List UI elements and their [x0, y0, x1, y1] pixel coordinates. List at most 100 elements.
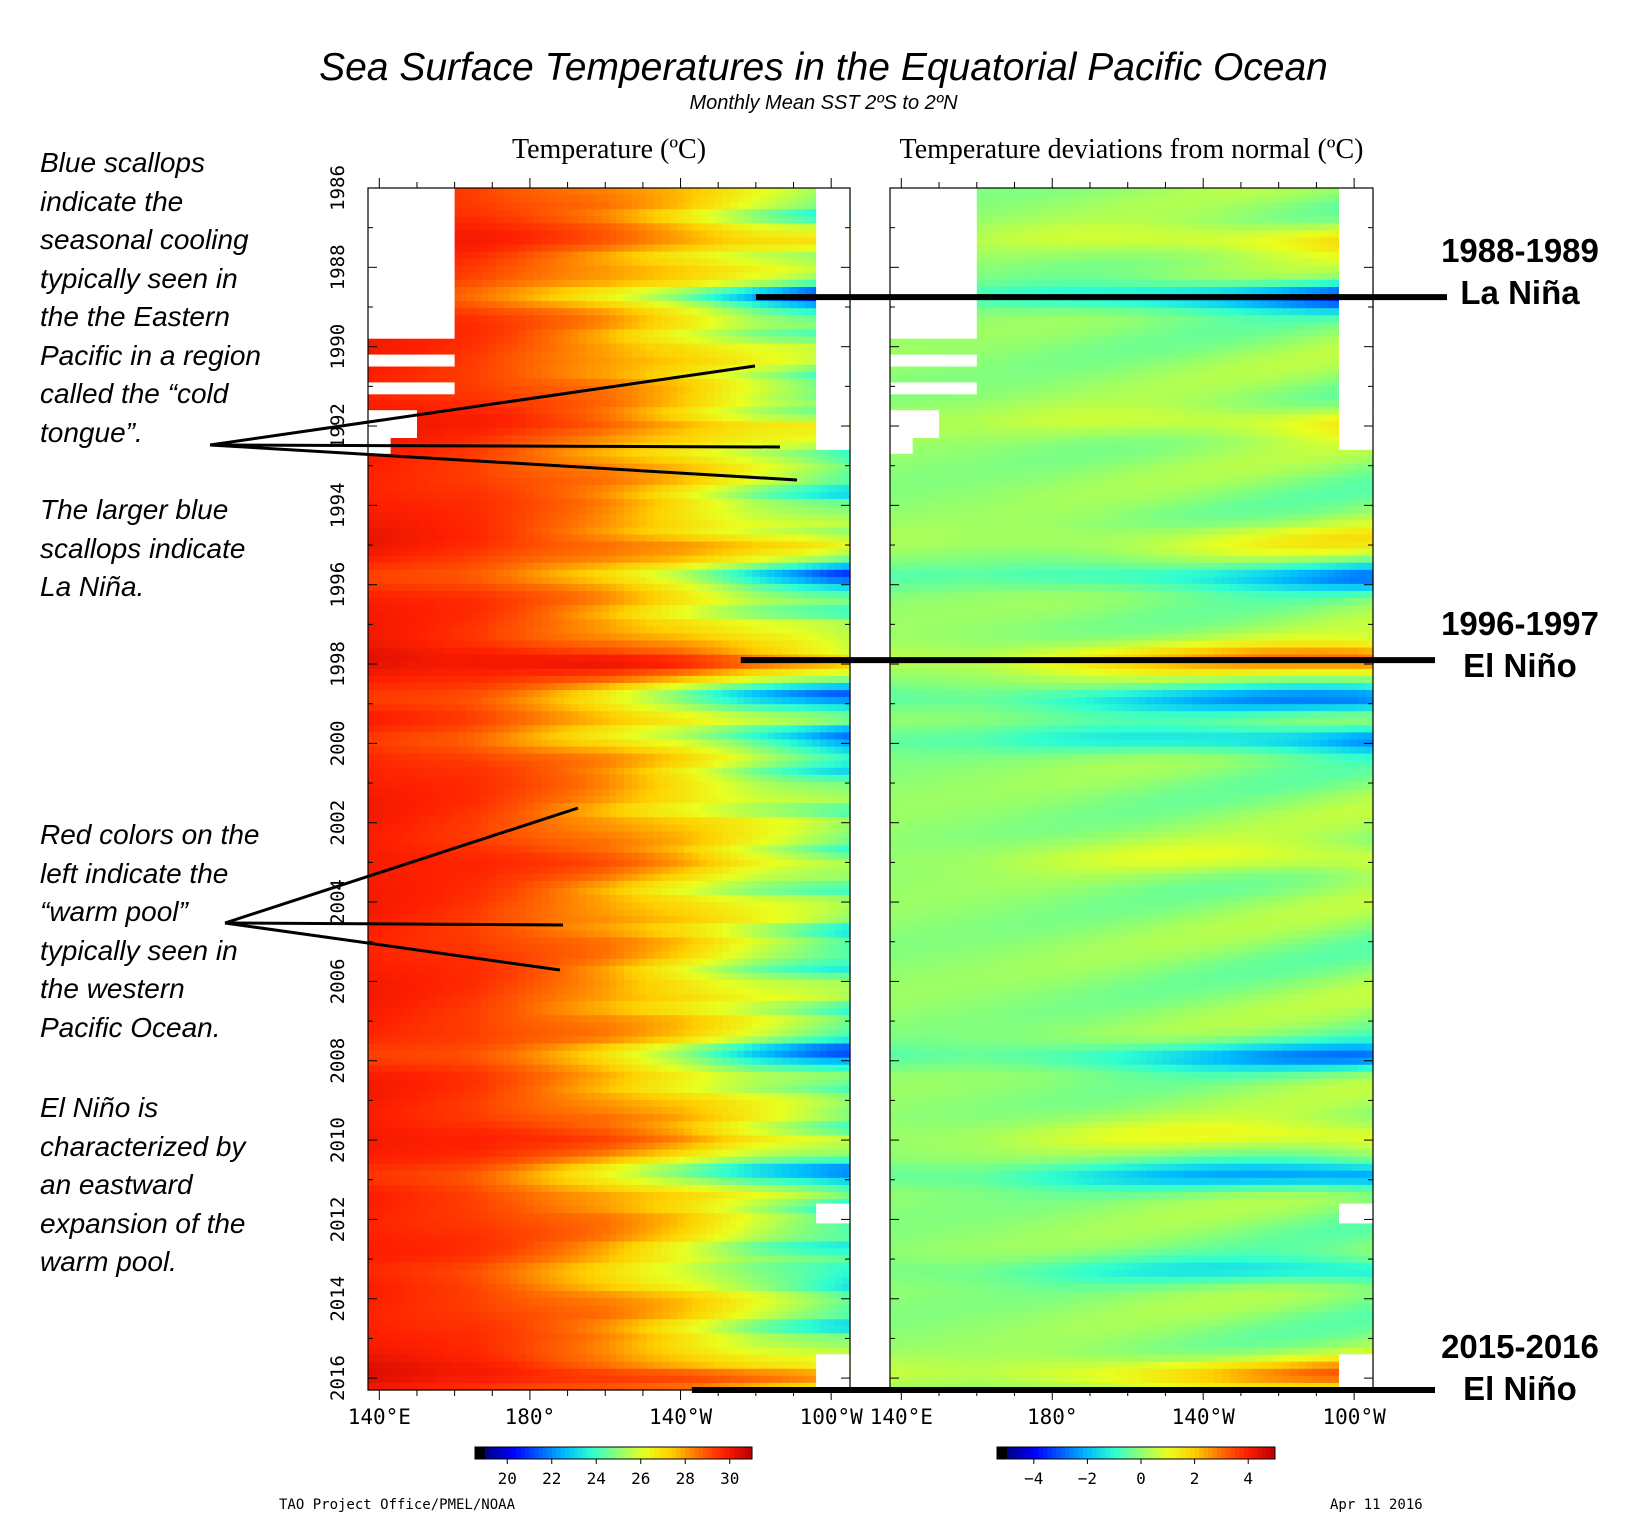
heatmap-cell: [782, 583, 791, 592]
heatmap-cell: [390, 371, 399, 380]
heatmap-cell: [759, 435, 768, 444]
heatmap-cell: [752, 541, 761, 550]
heatmap-cell: [676, 534, 685, 543]
heatmap-cell: [541, 350, 550, 359]
heatmap-cell: [511, 449, 520, 458]
heatmap-cell: [782, 272, 791, 281]
heatmap-cell: [465, 364, 475, 373]
heatmap-cell: [684, 647, 693, 656]
heatmap-cell: [706, 619, 716, 627]
heatmap-cell: [684, 506, 693, 514]
heatmap-cell: [413, 591, 422, 599]
heatmap-cell: [526, 329, 535, 338]
heatmap-cell: [488, 279, 497, 288]
heatmap-cell: [443, 506, 452, 514]
heatmap-cell: [398, 697, 407, 705]
heatmap-cell: [646, 640, 655, 649]
heatmap-cell: [616, 626, 625, 635]
heatmap-cell: [804, 230, 813, 239]
heatmap-cell: [473, 195, 482, 203]
heatmap-cell: [420, 576, 429, 585]
heatmap-cell: [676, 421, 685, 429]
heatmap-cell: [413, 513, 422, 521]
note-line: Blue scallops: [40, 144, 310, 183]
heatmap-cell: [669, 371, 678, 380]
heatmap-cell: [609, 583, 618, 592]
heatmap-cell: [541, 286, 550, 295]
heatmap-cell: [706, 315, 716, 323]
heatmap-cell: [375, 668, 384, 677]
heatmap-cell: [526, 492, 535, 500]
heatmap-cell: [804, 682, 813, 691]
heatmap-cell: [616, 647, 625, 656]
heatmap-cell: [571, 385, 580, 394]
heatmap-cell: [616, 258, 625, 267]
heatmap-cell: [654, 555, 663, 564]
heatmap-cell: [691, 400, 700, 408]
heatmap-cell: [578, 668, 588, 677]
heatmap-cell: [737, 640, 746, 649]
heatmap-cell: [601, 704, 610, 712]
heatmap-cell: [609, 520, 618, 528]
heatmap-cell: [654, 640, 663, 649]
heatmap-cell: [624, 393, 633, 401]
heatmap-cell: [827, 548, 836, 557]
heatmap-cell: [789, 371, 798, 380]
heatmap-cell: [465, 237, 475, 246]
heatmap-cell: [804, 329, 813, 338]
heatmap-cell: [759, 477, 768, 486]
heatmap-cell: [428, 569, 437, 578]
heatmap-cell: [601, 682, 610, 691]
heatmap-cell: [616, 414, 625, 422]
heatmap-cell: [661, 385, 670, 394]
heatmap-cell: [691, 329, 700, 338]
heatmap-cell: [646, 216, 655, 224]
heatmap-cell: [774, 661, 783, 670]
heatmap-cell: [624, 378, 633, 387]
heatmap-cell: [548, 407, 557, 415]
heatmap-cell: [496, 209, 505, 217]
heatmap-cell: [767, 647, 776, 656]
heatmap-cell: [443, 619, 452, 627]
heatmap-cell: [669, 279, 678, 288]
heatmap-cell: [691, 188, 700, 196]
heatmap-cell: [639, 195, 648, 203]
heatmap-cell: [578, 661, 588, 670]
heatmap-cell: [639, 272, 648, 281]
heatmap-cell: [639, 513, 648, 521]
heatmap-cell: [458, 435, 467, 444]
heatmap-cell: [593, 400, 603, 408]
heatmap-cell: [526, 697, 535, 705]
heatmap-cell: [420, 668, 429, 677]
heatmap-cell: [669, 456, 678, 465]
heatmap-cell: [563, 562, 572, 571]
heatmap-cell: [789, 583, 798, 592]
heatmap-cell: [789, 527, 798, 536]
credit-source: TAO Project Office/PMEL/NOAA: [279, 1497, 515, 1513]
heatmap-cell: [465, 506, 475, 514]
heatmap-cell: [511, 195, 520, 203]
heatmap-cell: [782, 633, 791, 642]
heatmap-cell: [721, 569, 731, 578]
heatmap-cell: [661, 520, 670, 528]
heatmap-cell: [752, 209, 761, 217]
heatmap-cell: [420, 675, 429, 684]
heatmap-cell: [413, 435, 422, 444]
heatmap-cell: [789, 357, 798, 366]
heatmap-cell: [420, 704, 429, 712]
heatmap-cell: [812, 576, 821, 585]
heatmap-cell: [759, 682, 768, 691]
heatmap-cell: [609, 414, 618, 422]
heatmap-cell: [797, 576, 806, 585]
heatmap-cell: [842, 675, 851, 684]
heatmap-cell: [496, 477, 505, 486]
heatmap-cell: [699, 272, 708, 281]
heatmap-cell: [744, 548, 753, 557]
heatmap-cell: [435, 555, 444, 564]
heatmap-cell: [804, 534, 813, 543]
heatmap-cell: [782, 385, 791, 394]
heatmap-cell: [383, 661, 392, 670]
heatmap-cell: [714, 725, 723, 734]
heatmap-cell: [578, 322, 588, 331]
heatmap-cell: [556, 385, 565, 394]
